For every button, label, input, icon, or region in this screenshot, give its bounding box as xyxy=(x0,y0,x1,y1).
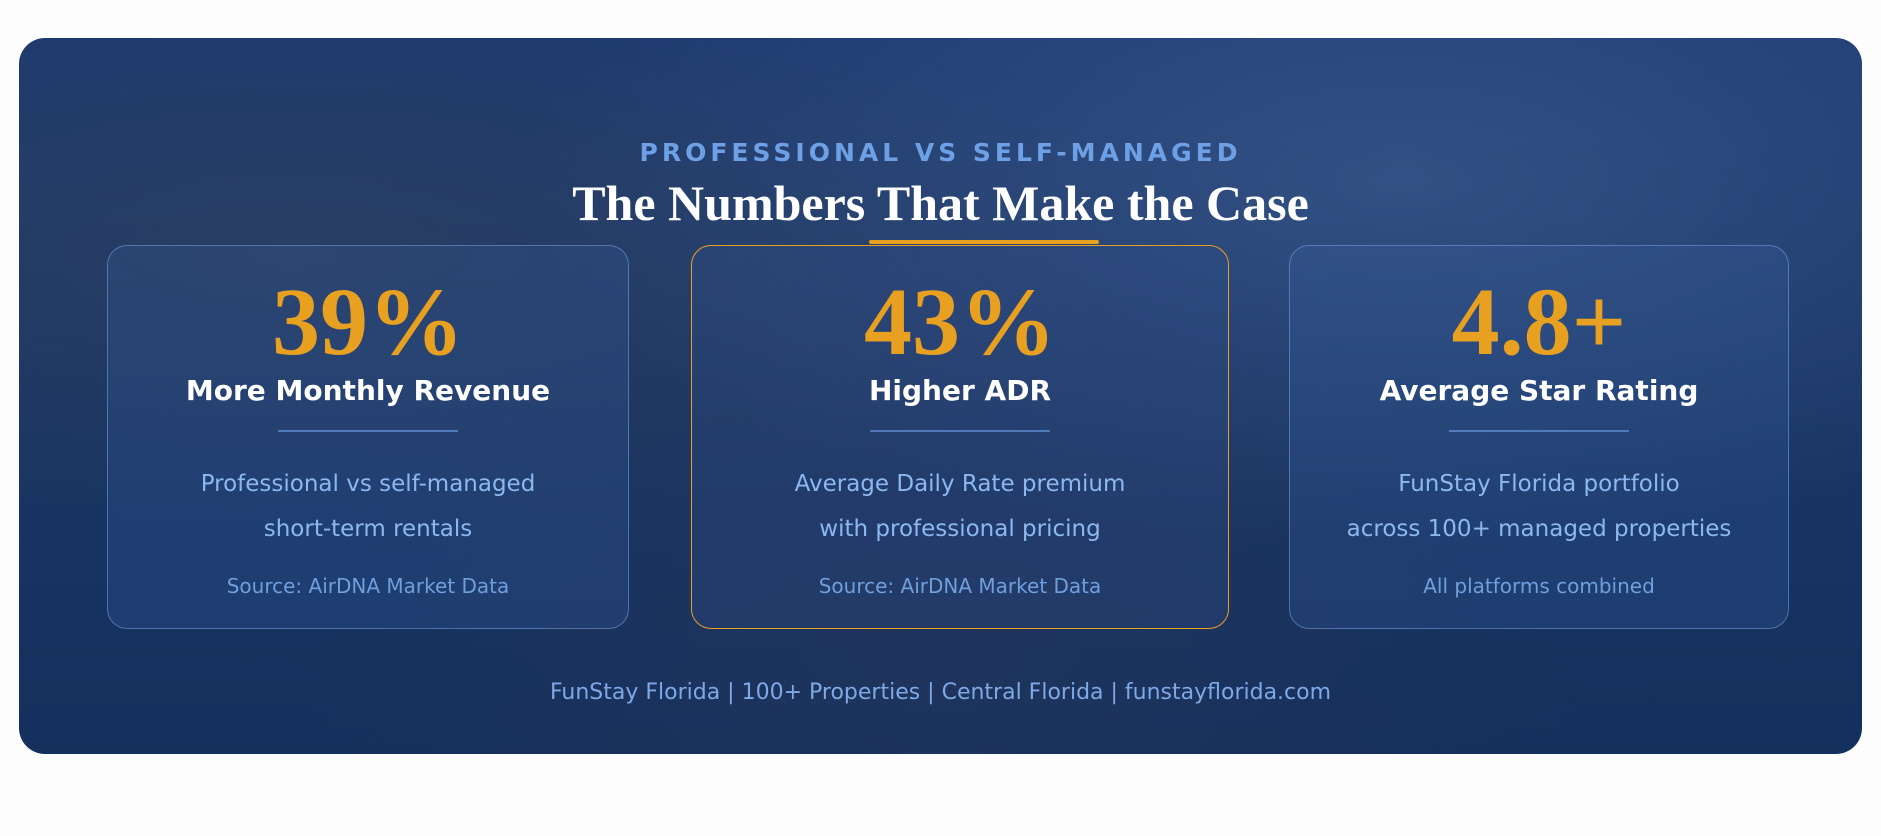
title-underline xyxy=(869,240,1099,244)
stat-value: 43% xyxy=(864,268,1056,375)
title: The Numbers That Make the Case xyxy=(572,175,1309,231)
description-line: with professional pricing xyxy=(819,516,1101,542)
stat-value: 4.8+ xyxy=(1451,268,1627,375)
eyebrow: PROFESSIONAL VS SELF-MANAGED xyxy=(639,138,1242,167)
description: Average Daily Rate premium with professio… xyxy=(692,462,1228,552)
source-note: Source: AirDNA Market Data xyxy=(818,574,1102,598)
stat-label: Average Star Rating xyxy=(1379,374,1699,407)
stat-label: More Monthly Revenue xyxy=(185,374,551,407)
stat-card: 4.8+ Average Star Rating FunStay Florida p… xyxy=(1289,245,1789,629)
description-line: FunStay Florida portfolio xyxy=(1398,471,1680,497)
description-line: short-term rentals xyxy=(263,516,473,542)
card-divider xyxy=(1449,430,1629,432)
source-note: Source: AirDNA Market Data xyxy=(226,574,510,598)
description-line: Professional vs self-managed xyxy=(200,471,536,497)
stat-card: 43% Higher ADR Average Daily Rate premium w… xyxy=(691,245,1229,629)
source-note: All platforms combined xyxy=(1423,574,1655,598)
card-divider xyxy=(870,430,1050,432)
hero-panel: PROFESSIONAL VS SELF-MANAGED The Numbers… xyxy=(19,38,1862,754)
stat-label: Higher ADR xyxy=(868,374,1052,407)
description: FunStay Florida portfolio across 100+ man… xyxy=(1290,462,1788,552)
description-line: Average Daily Rate premium xyxy=(794,471,1126,497)
description: Professional vs self-managed short-term r… xyxy=(108,462,628,552)
footer: FunStay Florida | 100+ Properties | Cent… xyxy=(549,680,1332,705)
description-line: across 100+ managed properties xyxy=(1346,516,1732,542)
stat-value: 39% xyxy=(272,268,464,375)
card-divider xyxy=(278,430,458,432)
stat-card: 39% More Monthly Revenue Professional vs s… xyxy=(107,245,629,629)
